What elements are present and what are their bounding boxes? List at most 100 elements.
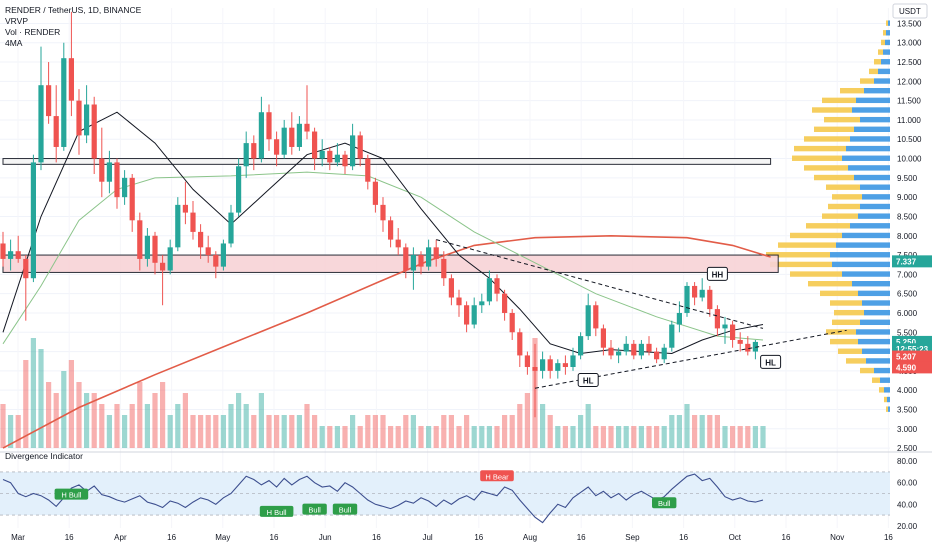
vp-bar-up	[846, 145, 890, 152]
volume-bar	[319, 426, 325, 448]
vp-bar-up	[858, 338, 890, 345]
candle-body	[334, 154, 340, 163]
x-tick-label: 16	[270, 533, 279, 542]
vp-bar-down	[878, 49, 883, 55]
candle-body	[464, 305, 470, 325]
vp-bar-down	[838, 348, 862, 354]
candle-body	[616, 351, 622, 356]
vp-bar-down	[846, 358, 866, 364]
vp-bar-up	[880, 377, 890, 383]
candle-body	[752, 341, 758, 352]
volume-bar	[517, 404, 523, 448]
candle-body	[144, 235, 150, 259]
volume-bar	[243, 404, 249, 448]
candle-body	[190, 212, 196, 232]
vp-bar-up	[887, 396, 890, 403]
volume-bar	[616, 426, 622, 448]
candle-body	[30, 162, 36, 279]
candle-body	[714, 309, 720, 329]
y-tick-label: 6.500	[897, 290, 918, 299]
y-tick-label: 11.000	[897, 116, 921, 125]
candle-body	[312, 131, 318, 159]
candle-body	[448, 278, 454, 298]
vp-bar-down	[790, 271, 842, 277]
candle-body	[524, 355, 530, 368]
vp-bar-up	[862, 194, 890, 200]
candle-body	[555, 363, 561, 371]
volume-bar	[555, 426, 561, 448]
vp-bar-down	[806, 223, 850, 229]
vp-bar-up	[850, 136, 890, 142]
candle-body	[258, 112, 264, 159]
candle-body	[8, 251, 14, 259]
indicator-volume[interactable]: Vol · RENDER	[5, 27, 61, 37]
vp-bar-up	[886, 30, 890, 36]
volume-bar	[228, 404, 234, 448]
vp-bar-up	[866, 358, 890, 364]
y-tick-label: 9.500	[897, 174, 918, 183]
candle-body	[198, 231, 204, 248]
volume-bar	[684, 404, 690, 448]
candle-body	[228, 212, 234, 244]
vp-bar-down	[869, 68, 878, 75]
volume-bar	[395, 426, 401, 448]
annotation-box	[577, 373, 599, 388]
candle-body	[137, 220, 143, 259]
vp-bar-up	[860, 203, 890, 210]
candle-body	[494, 278, 500, 294]
candle-body	[395, 239, 401, 248]
volume-bar	[593, 426, 599, 448]
volume-bar	[388, 426, 394, 448]
vp-bar-up	[864, 87, 890, 94]
candle-body	[365, 158, 371, 182]
vp-bar-down	[814, 126, 854, 132]
x-tick-label: 16	[577, 533, 586, 542]
candle-body	[38, 85, 44, 163]
volume-bar	[106, 415, 112, 448]
volume-bar	[84, 393, 90, 448]
vp-bar-up	[888, 406, 890, 412]
indicator-vrvp[interactable]: VRVP	[5, 16, 28, 26]
volume-bar	[312, 415, 318, 448]
volume-bar	[350, 415, 356, 448]
volume-bar	[448, 415, 454, 448]
candle-body	[441, 258, 447, 279]
price-tag-label: 5.207	[896, 353, 917, 362]
candle-body	[167, 247, 173, 271]
x-tick-label: 16	[679, 533, 688, 542]
candle-body	[23, 258, 29, 279]
volume-bar	[722, 426, 728, 448]
price-axis: 13.500 13.000 12.500 12.000 11.500 11.000 10.5…	[892, 3, 932, 453]
volume-profile	[766, 20, 890, 412]
indicator-4ma[interactable]: 4MA	[5, 38, 23, 48]
x-tick-label: Nov	[830, 533, 844, 542]
volume-bar	[114, 404, 120, 448]
candle-body	[684, 285, 690, 313]
candle-body	[296, 123, 302, 147]
y-tick-label: 13.500	[897, 19, 922, 28]
volume-bar	[752, 426, 758, 448]
volume-bar	[654, 426, 660, 448]
candle-body	[631, 343, 637, 356]
vp-bar-up	[842, 155, 890, 161]
vp-bar-up	[860, 116, 890, 123]
volume-bar	[99, 404, 105, 448]
vp-bar-up	[884, 387, 890, 393]
volume-bar	[182, 393, 188, 448]
currency-badge	[892, 3, 928, 19]
annotation-label: HL	[765, 358, 776, 367]
divergence-label: H Bull	[267, 508, 287, 517]
candle-body	[403, 247, 409, 271]
volume-bar	[692, 415, 698, 448]
candle-body	[46, 85, 52, 117]
candle-body	[68, 58, 74, 101]
symbol-title[interactable]: RENDER / TetherUS, 1D, BINANCE	[5, 5, 142, 15]
vp-bar-up	[858, 213, 890, 219]
candle-body	[274, 139, 280, 155]
candle-body	[182, 204, 188, 213]
vp-bar-down	[814, 174, 854, 181]
candle-body	[76, 100, 82, 136]
x-tick-label: Sep	[625, 533, 640, 542]
volume-bar	[8, 415, 14, 448]
